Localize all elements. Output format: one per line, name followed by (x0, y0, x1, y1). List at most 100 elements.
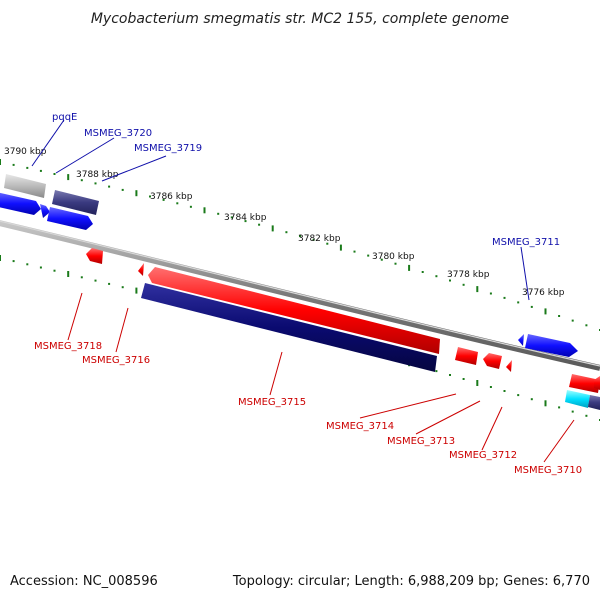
minor-tick (312, 238, 315, 241)
gene-pqqe-feature[interactable] (0, 192, 41, 215)
leader-msmeg-3719 (101, 155, 167, 182)
minor-tick (121, 286, 124, 289)
gene-msmeg-3710-feature[interactable] (569, 374, 600, 393)
leader-msmeg-3720 (55, 137, 115, 174)
gene-label-msmeg-3712[interactable]: MSMEG_3712 (449, 450, 517, 461)
minor-tick (571, 319, 574, 322)
gene-label-msmeg-3716[interactable]: MSMEG_3716 (82, 355, 150, 366)
minor-tick (435, 370, 438, 373)
genome-backbone (0, 220, 600, 371)
minor-tick (489, 386, 492, 388)
minor-tick (462, 283, 465, 286)
leader-pqqe (31, 119, 65, 167)
minor-tick (39, 169, 42, 172)
kbp-label-3782: 3782 kbp (298, 234, 341, 244)
minor-tick (12, 163, 15, 166)
minor-tick (217, 212, 220, 215)
minor-tick (558, 406, 561, 409)
accession-text: Accession: NC_008596 (10, 574, 158, 589)
minor-tick (244, 220, 247, 223)
gene-label-msmeg-3720[interactable]: MSMEG_3720 (84, 128, 152, 139)
gene-label-msmeg-3713[interactable]: MSMEG_3713 (387, 436, 455, 447)
minor-tick (299, 235, 301, 237)
gene-msmeg-3712-feature[interactable] (506, 360, 512, 372)
major-tick (67, 271, 70, 277)
minor-tick (449, 279, 451, 282)
gene-label-msmeg-3715[interactable]: MSMEG_3715 (238, 397, 306, 408)
minor-tick (12, 260, 15, 263)
gene-msmeg-3715-feature[interactable] (148, 267, 440, 354)
minor-tick (489, 292, 492, 295)
gene-label-msmeg-3714[interactable]: MSMEG_3714 (326, 421, 394, 432)
genome-summary-text: Topology: circular; Length: 6,988,209 bp… (232, 574, 590, 589)
minor-tick (435, 275, 438, 278)
leader-msmeg-3718 (67, 292, 83, 341)
major-tick (0, 255, 1, 261)
leader-msmeg-3712 (481, 406, 503, 451)
minor-tick (26, 263, 29, 266)
gene-label-msmeg-3711[interactable]: MSMEG_3711 (492, 237, 560, 248)
gene-small-blue-arrow[interactable] (518, 334, 524, 346)
major-tick (408, 264, 411, 271)
minor-tick (380, 258, 383, 261)
major-tick (203, 207, 206, 214)
minor-tick (285, 231, 288, 234)
gene-label-msmeg-3719[interactable]: MSMEG_3719 (134, 143, 202, 154)
minor-tick (530, 305, 533, 308)
gene-dark-edge-feature[interactable] (588, 395, 600, 410)
minor-tick (353, 250, 356, 253)
leader-msmeg-3713 (415, 400, 481, 435)
kbp-label-3790: 3790 kbp (4, 147, 47, 157)
major-tick (271, 225, 274, 232)
minor-tick (189, 205, 192, 208)
major-tick (544, 308, 547, 315)
gene-msmeg-3711-feature[interactable] (525, 334, 578, 357)
minor-tick (449, 374, 451, 376)
major-tick (476, 380, 479, 386)
gene-msmeg-3714-feature[interactable] (455, 347, 478, 365)
minor-tick (258, 223, 261, 226)
minor-tick (108, 282, 111, 285)
leader-msmeg-3710 (543, 419, 575, 463)
gene-msmeg-3720-feature[interactable] (52, 190, 99, 215)
minor-tick (585, 414, 588, 417)
minor-tick (162, 198, 165, 201)
gene-msmeg-3713-feature[interactable] (483, 353, 502, 369)
minor-tick (176, 202, 179, 205)
gene-msmeg-3715-navy-feature[interactable] (141, 283, 437, 372)
minor-tick (108, 185, 111, 188)
leader-msmeg-3715 (269, 351, 283, 396)
minor-tick (326, 242, 329, 245)
kbp-label-3786: 3786 kbp (150, 192, 193, 202)
gene-msmeg-3718-feature[interactable] (86, 248, 103, 264)
minor-tick (421, 271, 424, 273)
minor-tick (80, 179, 83, 182)
kbp-label-3788: 3788 kbp (76, 170, 119, 180)
gene-red-edge-feature[interactable] (594, 376, 600, 390)
kbp-label-3780: 3780 kbp (372, 252, 415, 262)
minor-tick (121, 188, 124, 191)
minor-tick (571, 410, 574, 413)
minor-tick (39, 266, 42, 269)
minor-tick (26, 166, 29, 169)
minor-tick (367, 254, 370, 257)
major-tick (135, 287, 138, 294)
gene-label-msmeg-3718[interactable]: MSMEG_3718 (34, 341, 102, 352)
minor-tick (53, 173, 56, 175)
minor-tick (94, 182, 97, 185)
gene-label-msmeg-3710[interactable]: MSMEG_3710 (514, 465, 582, 476)
major-tick (339, 244, 342, 251)
gene-label-pqqe[interactable]: pqqE (52, 112, 77, 123)
map-title: Mycobacterium smegmatis str. MC2 155, co… (91, 11, 509, 27)
gene-msmeg-3719-feature[interactable] (47, 207, 93, 230)
minor-tick (53, 269, 56, 272)
gene-cyan-feature[interactable] (565, 390, 590, 408)
gene-small-forward-feature[interactable] (40, 204, 50, 218)
leader-msmeg-3711 (520, 246, 530, 301)
minor-tick (530, 398, 533, 401)
major-tick (476, 286, 479, 293)
gene-grey-feature[interactable] (4, 174, 46, 198)
minor-tick (394, 262, 397, 265)
gene-msmeg-3716-feature[interactable] (138, 263, 144, 276)
